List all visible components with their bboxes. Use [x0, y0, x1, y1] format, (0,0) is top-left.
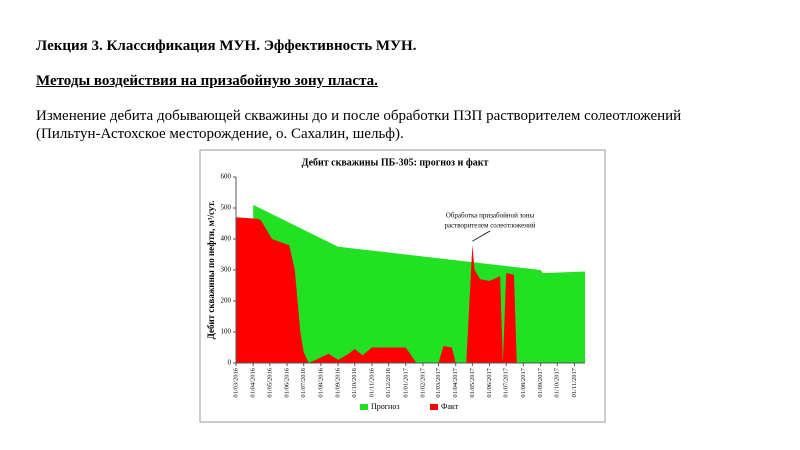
x-tick-label: 01/04/2017: [452, 367, 459, 397]
y-tick-label: 0: [228, 359, 232, 367]
annotation: растворителем солеотложений: [444, 222, 535, 230]
legend-label: Прогноз: [371, 402, 400, 411]
subtitle: Методы воздействия на призабойную зону п…: [36, 73, 378, 89]
legend-swatch: [430, 404, 438, 410]
text-line: (Пильтун-Астохское месторождение, о. Сах…: [36, 126, 404, 142]
title: Лекция 3. Классификация МУН. Эффективнос…: [36, 38, 417, 54]
x-tick-label: 01/05/2016: [266, 367, 273, 397]
x-tick-label: 01/08/2016: [317, 367, 324, 397]
x-tick-label: 01/11/2017: [571, 367, 578, 397]
y-label: Дебит скважины по нефти, м³/сут.: [206, 201, 216, 340]
y-tick-label: 300: [221, 266, 232, 274]
chart-title: Дебит скважины ПБ-305: прогноз и факт: [302, 157, 489, 168]
x-tick-label: 01/03/2016: [232, 367, 239, 397]
x-tick-label: 01/03/2017: [435, 367, 442, 397]
area: [253, 204, 585, 363]
x-tick-label: 01/10/2016: [351, 367, 358, 397]
x-tick-label: 01/05/2017: [469, 367, 476, 397]
x-tick-label: 01/10/2017: [554, 367, 561, 397]
annotation-arrow: [472, 230, 491, 242]
y-tick-label: 400: [221, 235, 232, 243]
x-tick-label: 01/08/2017: [520, 367, 527, 397]
x-tick-label: 01/09/2016: [335, 367, 342, 397]
x-tick-label: 01/07/2016: [300, 367, 307, 397]
legend-label: Факт: [441, 402, 459, 411]
legend-swatch: [360, 404, 368, 410]
x-tick-label: 01/04/2016: [250, 367, 257, 397]
x-tick-label: 01/11/2016: [368, 367, 375, 397]
y-tick-label: 600: [221, 173, 232, 181]
area: [236, 217, 517, 363]
y-tick-label: 200: [221, 297, 232, 305]
x-tick-label: 01/02/2017: [419, 367, 426, 397]
x-tick-label: 01/06/2017: [486, 367, 493, 397]
text-line: Изменение дебита добывающей скважины до …: [36, 108, 682, 124]
x-tick-label: 01/01/2017: [402, 367, 409, 397]
x-tick-label: 01/12/2016: [385, 367, 392, 397]
x-tick-label: 01/07/2017: [503, 367, 510, 397]
y-tick-label: 500: [221, 204, 232, 212]
x-tick-label: 01/09/2017: [537, 367, 544, 397]
x-tick-label: 01/06/2016: [284, 367, 291, 397]
y-tick-label: 100: [221, 328, 232, 336]
annotation: Обработка призабойной зоны: [446, 212, 535, 220]
